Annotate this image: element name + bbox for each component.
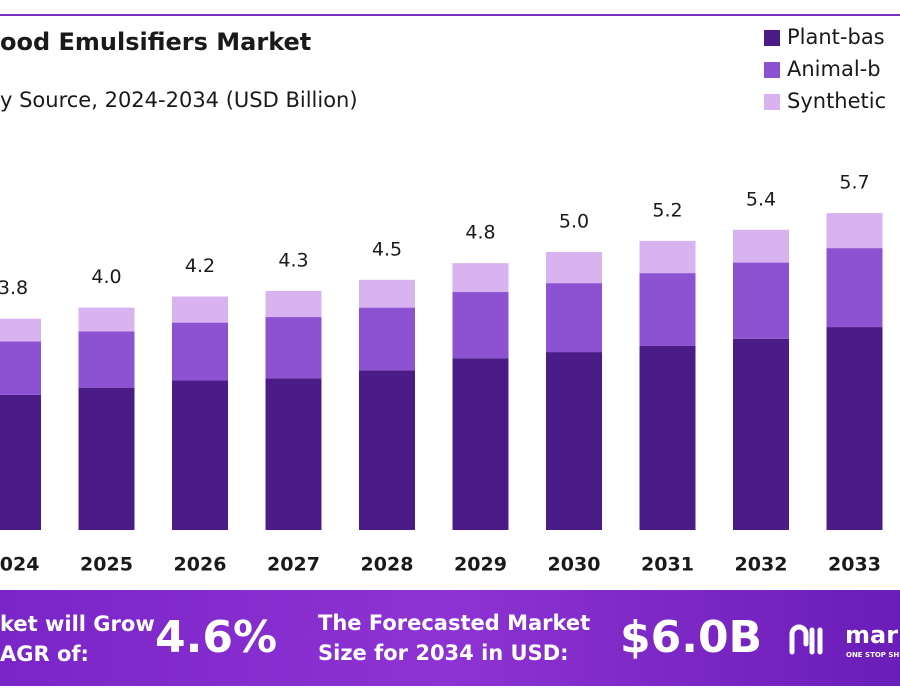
total-label: 4.5 <box>372 238 402 260</box>
total-label: 4.2 <box>185 255 215 277</box>
total-label: 5.7 <box>839 172 869 194</box>
logo-icon <box>789 624 823 655</box>
bar-segment <box>546 252 602 284</box>
legend-swatch <box>764 62 780 78</box>
x-tick-label: 2033 <box>828 554 881 576</box>
x-tick-label: 2027 <box>267 554 320 576</box>
bar-segment <box>265 378 322 530</box>
bar-segment <box>639 240 696 274</box>
x-tick-label: 2032 <box>735 554 788 576</box>
x-tick-label: 2025 <box>80 554 133 576</box>
total-label: 5.4 <box>746 188 776 210</box>
bar-segment <box>546 352 602 530</box>
bar-segment <box>639 345 696 530</box>
bar-segment <box>78 331 135 388</box>
total-label: 5.0 <box>559 211 589 233</box>
x-tick-label: 2030 <box>548 554 601 576</box>
logo: mar <box>845 621 898 649</box>
forecast-text: The Forecasted Market <box>318 611 590 635</box>
total-label: 4.0 <box>91 266 121 288</box>
legend-swatch <box>764 30 780 46</box>
bar-segment <box>826 248 883 328</box>
banner <box>0 590 900 686</box>
x-tick-label: 2026 <box>174 554 227 576</box>
bar-segment <box>172 380 228 530</box>
bar-segment <box>733 338 789 530</box>
forecast-text: Size for 2034 in USD: <box>318 641 569 665</box>
bar-segment <box>0 394 41 530</box>
x-tick-label: 2029 <box>454 554 507 576</box>
total-label: 4.3 <box>278 249 308 271</box>
legend: Plant-bas Animal-b Synthetic <box>764 25 886 113</box>
bar-segment <box>78 307 135 332</box>
bar-segment <box>452 263 509 293</box>
total-label: 3.8 <box>0 277 28 299</box>
bar-segment <box>546 283 602 353</box>
chart-subtitle: y Source, 2024-2034 (USD Billion) <box>0 88 358 112</box>
legend-label: Plant-bas <box>787 25 885 49</box>
cagr-text: ket will Grow <box>0 612 155 636</box>
cagr-text: AGR of: <box>0 642 89 666</box>
legend-label: Synthetic <box>787 89 886 113</box>
x-tick-label: 2028 <box>361 554 414 576</box>
chart-title: ood Emulsifiers Market <box>0 28 311 56</box>
bar-segment <box>172 296 228 323</box>
bar-segment <box>0 318 41 342</box>
legend-label: Animal-b <box>787 57 881 81</box>
bar-segment <box>639 273 696 346</box>
bar-segment <box>172 322 228 381</box>
cagr-value: 4.6% <box>155 612 277 663</box>
banner-text: ket will Grow AGR of: 4.6% The Forecaste… <box>0 611 899 666</box>
bar-segment <box>733 229 789 263</box>
logo-tagline: ONE STOP SH <box>846 651 899 659</box>
bar-segment <box>265 290 322 318</box>
bar-segment <box>826 213 883 249</box>
bar-segment <box>733 262 789 339</box>
bar-segment <box>0 341 41 395</box>
forecast-value: $6.0B <box>620 612 762 663</box>
bar-segment <box>359 370 415 530</box>
legend-swatch <box>764 94 780 110</box>
x-tick-label: 2024 <box>0 554 39 576</box>
bar-segment <box>452 292 509 359</box>
bar-segment <box>359 279 415 308</box>
bar-segment <box>265 317 322 379</box>
x-tick-label: 2031 <box>641 554 694 576</box>
total-label: 4.8 <box>465 222 495 244</box>
total-label: 5.2 <box>652 199 682 221</box>
plot: 3.8 2024 4.0 2025 4.2 2026 4.3 2027 4.5 2028 4.8 20… <box>0 172 883 576</box>
bar-segment <box>359 307 415 371</box>
bar-segment <box>826 327 883 530</box>
bar-segment <box>78 387 135 530</box>
bar-segment <box>452 358 509 530</box>
